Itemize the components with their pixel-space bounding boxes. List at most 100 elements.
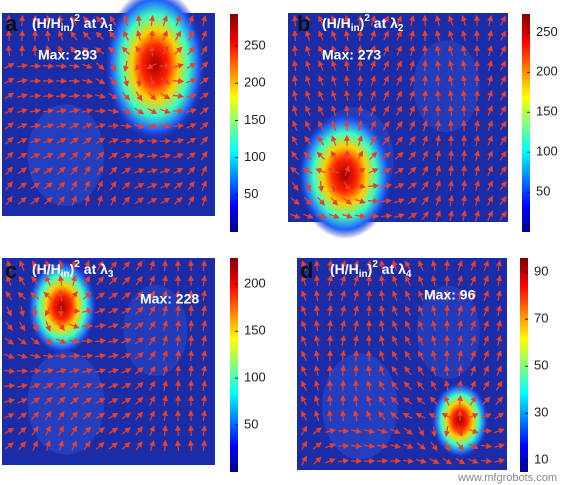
field-arrow xyxy=(135,276,143,286)
colorbar xyxy=(522,14,530,232)
field-arrow xyxy=(301,365,307,376)
field-arrow xyxy=(71,274,77,287)
colorbar-tick-label: 70 xyxy=(534,311,548,326)
field-arrow xyxy=(45,425,51,436)
field-arrow xyxy=(331,135,337,146)
field-arrow xyxy=(379,319,385,332)
field-arrow xyxy=(344,165,350,176)
field-arrow xyxy=(58,30,64,41)
field-arrow xyxy=(147,107,158,115)
field-arrow xyxy=(487,75,493,86)
field-arrow xyxy=(329,213,340,219)
field-arrow xyxy=(407,166,417,175)
field-arrow xyxy=(45,321,51,332)
field-arrow xyxy=(487,150,493,161)
field-arrow xyxy=(389,443,402,449)
field-arrow xyxy=(417,365,425,376)
field-arrow xyxy=(469,395,477,406)
field-arrow xyxy=(160,92,171,100)
field-arrow xyxy=(331,30,337,41)
field-arrow xyxy=(149,275,155,286)
field-arrow xyxy=(43,396,53,405)
field-arrow xyxy=(470,335,476,346)
field-arrow xyxy=(55,108,68,114)
field-arrow xyxy=(81,352,94,359)
field-arrow xyxy=(30,123,42,129)
field-arrow xyxy=(441,412,452,419)
field-arrow xyxy=(95,31,104,40)
field-arrow xyxy=(17,138,28,144)
field-arrow xyxy=(318,120,324,131)
field-arrow xyxy=(17,426,27,435)
field-arrow xyxy=(71,440,77,451)
field-arrow xyxy=(134,322,144,330)
title-part: in xyxy=(61,23,70,34)
field-arrow xyxy=(435,180,441,191)
field-arrow xyxy=(500,15,506,26)
field-arrow xyxy=(146,138,159,145)
field-arrow xyxy=(383,75,389,86)
field-arrow xyxy=(431,365,437,376)
field-arrow xyxy=(83,426,92,436)
field-arrow xyxy=(175,379,182,392)
field-arrow xyxy=(353,409,359,422)
field-glow xyxy=(27,104,105,206)
field-arrow xyxy=(326,409,333,422)
field-arrow xyxy=(327,259,333,272)
field-arrow xyxy=(340,319,346,332)
field-arrow xyxy=(175,364,182,377)
field-arrow xyxy=(366,379,372,392)
field-arrow xyxy=(4,136,14,145)
field-arrow xyxy=(448,45,454,56)
field-arrow xyxy=(499,135,507,146)
field-arrow xyxy=(448,209,454,222)
field-arrow xyxy=(134,182,145,189)
field-arrow xyxy=(16,78,29,84)
field-arrow xyxy=(496,335,502,346)
field-arrow xyxy=(418,275,424,286)
field-arrow xyxy=(81,78,94,84)
field-arrow xyxy=(487,195,493,206)
field-arrow xyxy=(405,290,411,301)
field-arrow xyxy=(457,260,463,271)
panel: d (H/Hin)2 at λ4 Max: 96 10 30 50 70 90 xyxy=(297,258,548,472)
field-arrow xyxy=(292,105,298,116)
field-arrow xyxy=(172,78,185,85)
field-arrow xyxy=(457,275,463,286)
field-arrow xyxy=(312,442,322,450)
field-arrow xyxy=(174,439,181,452)
field-arrow xyxy=(357,59,364,72)
field-arrow xyxy=(353,349,360,362)
field-arrow xyxy=(69,108,80,114)
field-arrow xyxy=(474,104,481,117)
field-arrow xyxy=(30,197,40,205)
field-arrow xyxy=(435,149,441,162)
field-arrow xyxy=(418,290,424,301)
field-arrow xyxy=(370,120,376,131)
title-part: 2 xyxy=(364,13,370,24)
colorbar-tick-label: 50 xyxy=(244,417,258,432)
field-arrow xyxy=(357,104,363,117)
field-arrow xyxy=(328,168,339,174)
field-arrow xyxy=(403,397,413,405)
field-arrow xyxy=(149,14,155,27)
field-arrow xyxy=(457,379,464,392)
field-arrow xyxy=(121,397,132,405)
field-arrow xyxy=(474,195,480,206)
field-arrow xyxy=(305,120,311,131)
field-arrow xyxy=(435,44,441,57)
field-arrow xyxy=(68,78,81,85)
field-arrow xyxy=(201,379,207,392)
field-arrow xyxy=(19,260,25,271)
field-arrow xyxy=(366,410,372,421)
field-arrow xyxy=(42,353,55,359)
field-arrow xyxy=(108,92,119,100)
field-arrow xyxy=(421,180,429,191)
field-arrow xyxy=(442,457,453,465)
field-arrow xyxy=(109,166,118,176)
title-part: (H/H xyxy=(32,261,61,277)
field-arrow xyxy=(470,365,476,376)
field-arrow xyxy=(468,428,479,434)
field-arrow xyxy=(480,458,493,465)
